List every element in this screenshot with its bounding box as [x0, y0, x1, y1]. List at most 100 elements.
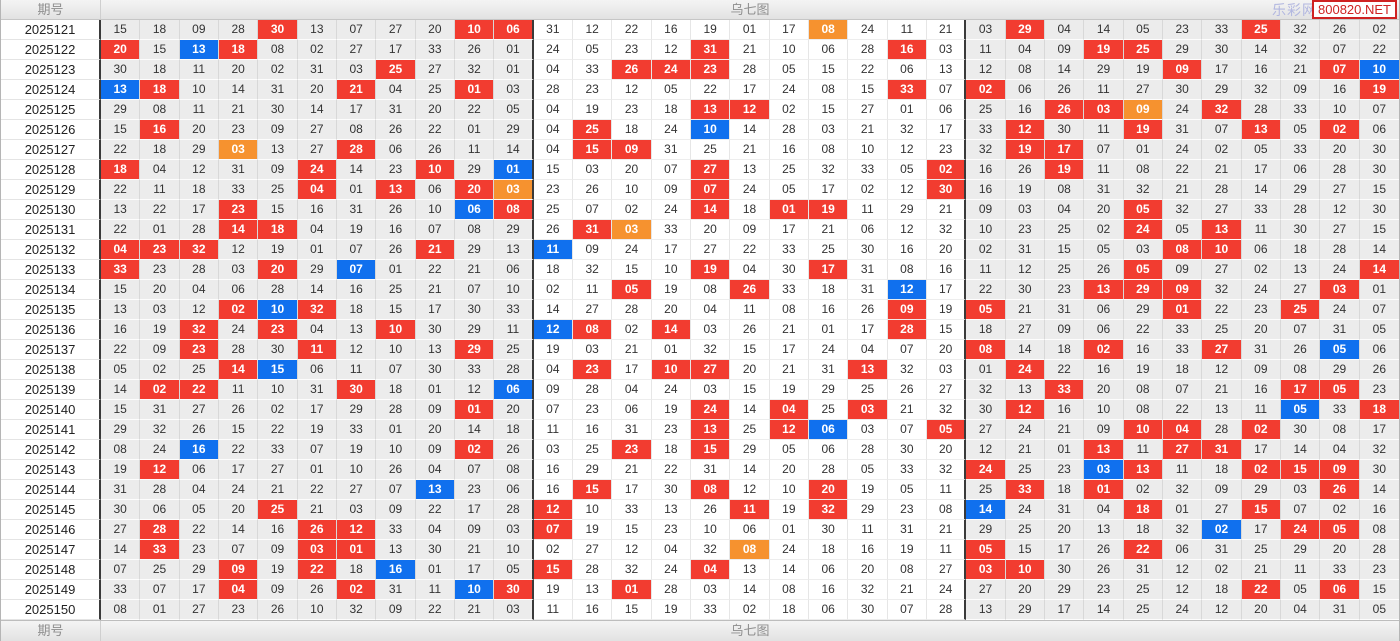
number-cell: 20	[218, 500, 259, 520]
number-cell-highlight: 03	[848, 400, 888, 420]
number-cell-highlight: 33	[101, 260, 141, 280]
number-cell: 30	[454, 300, 495, 320]
number-cell: 03	[926, 40, 967, 60]
number-cell: 17	[769, 220, 809, 240]
number-cell: 15	[1359, 580, 1399, 600]
number-cell: 08	[690, 280, 731, 300]
number-cell-highlight: 07	[1320, 60, 1360, 80]
number-cell: 16	[572, 600, 613, 620]
number-cell: 04	[690, 300, 731, 320]
number-cell: 25	[494, 340, 534, 360]
number-cell: 24	[533, 40, 573, 60]
number-cell: 21	[1241, 560, 1281, 580]
number-cell: 08	[101, 440, 141, 460]
number-cell: 11	[887, 20, 927, 40]
number-cell: 09	[1202, 480, 1242, 500]
number-cell: 17	[454, 500, 495, 520]
table-row: 2025144 31 28 04 24 21 22 27 07 13 23 06 16 15 17 30 08 1…	[1, 480, 1399, 500]
number-cell: 02	[258, 400, 298, 420]
number-cell: 26	[376, 460, 416, 480]
issue-number: 2025136	[1, 320, 101, 340]
number-cell: 06	[1280, 160, 1321, 180]
number-cell: 21	[769, 360, 809, 380]
number-cell-highlight: 18	[218, 40, 259, 60]
number-cell: 29	[1162, 40, 1203, 60]
number-cell: 19	[1005, 180, 1045, 200]
number-cell: 31	[533, 20, 573, 40]
number-cell: 26	[1005, 160, 1045, 180]
number-cell: 10	[376, 440, 416, 460]
number-cell: 25	[966, 480, 1006, 500]
number-cell: 03	[1280, 480, 1321, 500]
table-row: 2025135 13 03 12 02 10 32 18 15 17 30 33 14 27 28 20 04 1…	[1, 300, 1399, 320]
number-cell: 24	[1005, 420, 1045, 440]
number-cell-highlight: 10	[454, 580, 495, 600]
number-cell-highlight: 08	[966, 340, 1006, 360]
number-cell: 12	[887, 140, 927, 160]
number-cell: 22	[179, 520, 219, 540]
number-cell-highlight: 02	[336, 580, 377, 600]
number-cell: 26	[494, 440, 534, 460]
number-cell: 24	[651, 560, 691, 580]
number-cell: 14	[769, 560, 809, 580]
number-cell-highlight: 09	[887, 300, 927, 320]
number-cell: 14	[730, 120, 770, 140]
number-cell: 23	[1005, 220, 1045, 240]
number-cell: 27	[297, 140, 337, 160]
number-cell: 32	[926, 400, 967, 420]
number-cell: 05	[1162, 220, 1203, 240]
number-cell: 08	[1123, 380, 1163, 400]
footer-bar: 期号 乌七图	[1, 620, 1399, 641]
number-cell: 33	[101, 580, 141, 600]
number-cell: 32	[1162, 200, 1203, 220]
number-cell: 21	[1005, 440, 1045, 460]
issue-number: 2025122	[1, 40, 101, 60]
number-cell-highlight: 14	[690, 200, 731, 220]
number-cell: 25	[1123, 580, 1163, 600]
issue-number: 2025125	[1, 100, 101, 120]
number-cell: 25	[730, 420, 770, 440]
number-cell: 15	[1359, 180, 1399, 200]
number-cell: 27	[179, 600, 219, 620]
number-cell: 31	[848, 260, 888, 280]
number-cell: 03	[336, 60, 377, 80]
number-cell: 30	[848, 600, 888, 620]
number-cell: 15	[1359, 220, 1399, 240]
number-cell: 21	[415, 280, 455, 300]
number-cell: 14	[1241, 40, 1281, 60]
number-cell-highlight: 10	[415, 160, 455, 180]
number-cell: 01	[808, 320, 849, 340]
number-cell: 18	[808, 540, 849, 560]
number-cell: 12	[730, 480, 770, 500]
number-cell: 27	[179, 400, 219, 420]
number-cell: 31	[690, 460, 731, 480]
number-cell: 13	[730, 560, 770, 580]
number-cell: 16	[848, 540, 888, 560]
number-cell: 09	[454, 520, 495, 540]
number-cell: 06	[179, 460, 219, 480]
number-cell: 04	[376, 80, 416, 100]
number-cell: 21	[218, 100, 259, 120]
number-cell-highlight: 12	[1005, 120, 1045, 140]
number-cell: 04	[612, 380, 652, 400]
number-cell-highlight: 32	[179, 240, 219, 260]
number-cell-highlight: 05	[1280, 400, 1321, 420]
number-cell: 24	[808, 340, 849, 360]
number-cell-highlight: 06	[454, 200, 495, 220]
number-cell: 10	[966, 220, 1006, 240]
number-cell-highlight: 18	[1123, 500, 1163, 520]
number-cell-highlight: 10	[690, 120, 731, 140]
number-cell: 13	[258, 140, 298, 160]
number-cell: 33	[1320, 560, 1360, 580]
number-cell: 25	[179, 360, 219, 380]
number-cell: 08	[140, 100, 180, 120]
number-cell: 31	[1320, 600, 1360, 620]
site-url-badge[interactable]: 800820.NET	[1312, 0, 1397, 19]
number-cell-highlight: 27	[1202, 340, 1242, 360]
number-cell: 18	[376, 380, 416, 400]
number-cell: 13	[1202, 400, 1242, 420]
number-cell: 32	[1162, 520, 1203, 540]
number-cell: 19	[848, 480, 888, 500]
number-cell: 22	[101, 340, 141, 360]
number-cell: 30	[1359, 460, 1399, 480]
